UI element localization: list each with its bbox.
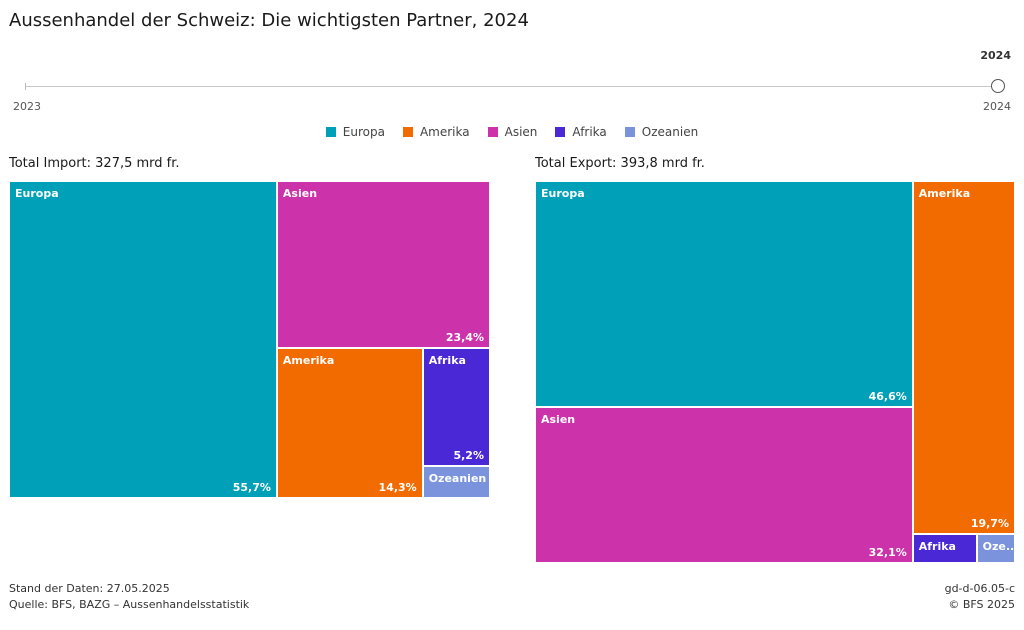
treemap-tile-value: 14,3% bbox=[378, 480, 417, 494]
treemap-tile-label: Europa bbox=[541, 187, 585, 200]
treemap-tile-value: 55,7% bbox=[232, 481, 271, 494]
footer-meta: gd-d-06.05-c © BFS 2025 bbox=[945, 581, 1015, 613]
import-treemap: Europa 55,7% Asien 23,4% Amerika 14,3% Afrika 5… bbox=[9, 181, 490, 498]
slider-max-label: 2024 bbox=[983, 100, 1011, 113]
treemap-tile-value: 46,6% bbox=[868, 390, 907, 404]
legend-swatch bbox=[402, 127, 413, 137]
treemap-tile-label: Asien bbox=[282, 187, 318, 200]
legend-item-ozeanien[interactable]: Ozeanien bbox=[624, 125, 699, 139]
treemap-tile-label: Amerika bbox=[918, 187, 971, 200]
footer-code: gd-d-06.05-c bbox=[944, 582, 1015, 595]
legend-item-asien[interactable]: Asien bbox=[487, 125, 538, 139]
slider-track[interactable] bbox=[26, 86, 992, 87]
treemap-tile-amerika[interactable]: Amerika 14,3% bbox=[276, 348, 423, 498]
treemap-tile-label: Afrika bbox=[428, 354, 466, 368]
treemap-tile-amerika[interactable]: Amerika 19,7% bbox=[912, 181, 1015, 535]
legend-label: Amerika bbox=[419, 125, 470, 139]
treemap-tile-afrika[interactable]: Afrika 5,2% bbox=[422, 348, 490, 467]
treemap-tile-asien[interactable]: Asien 23,4% bbox=[276, 181, 490, 349]
footer-source: Stand der Daten: 27.05.2025 Quelle: BFS,… bbox=[9, 581, 249, 613]
export-panel-title: Total Export: 393,8 mrd fr. bbox=[535, 156, 705, 171]
treemap-tile-europa[interactable]: Europa 55,7% bbox=[9, 181, 277, 498]
legend-item-amerika[interactable]: Amerika bbox=[402, 125, 470, 139]
treemap-tile-value: 32,1% bbox=[868, 545, 907, 559]
treemap-tile-label: Europa bbox=[15, 187, 59, 200]
treemap-tile-ozeanien[interactable]: Ozeanien bbox=[422, 466, 490, 498]
treemap-tile-ozeanien[interactable]: Oze... bbox=[976, 534, 1015, 563]
slider-handle[interactable] bbox=[991, 79, 1005, 93]
treemap-tile-label: Afrika bbox=[918, 540, 956, 554]
slider-start-tick bbox=[25, 83, 26, 90]
treemap-tile-europa[interactable]: Europa 46,6% bbox=[535, 181, 913, 408]
treemap-tile-asien[interactable]: Asien 32,1% bbox=[535, 407, 913, 563]
legend-swatch bbox=[555, 127, 566, 137]
treemap-tile-label: Amerika bbox=[282, 354, 335, 368]
treemap-tile-label: Oze... bbox=[982, 540, 1015, 554]
legend-swatch bbox=[624, 127, 635, 137]
legend-item-afrika[interactable]: Afrika bbox=[555, 125, 607, 139]
legend-label: Ozeanien bbox=[641, 125, 699, 139]
slider-selected-year: 2024 bbox=[980, 49, 1011, 62]
legend-swatch bbox=[325, 127, 336, 137]
legend-swatch bbox=[487, 127, 498, 137]
legend: Europa Amerika Asien Afrika Ozeanien bbox=[0, 125, 1024, 139]
treemap-tile-value: 5,2% bbox=[453, 449, 484, 463]
legend-item-europa[interactable]: Europa bbox=[325, 125, 385, 139]
treemap-tile-afrika[interactable]: Afrika bbox=[912, 534, 977, 563]
footer-copyright: © BFS 2025 bbox=[948, 598, 1015, 611]
treemap-tile-value: 19,7% bbox=[970, 517, 1009, 531]
footer-quelle: Quelle: BFS, BAZG – Aussenhandelsstatist… bbox=[9, 598, 250, 611]
footer-stand: Stand der Daten: 27.05.2025 bbox=[9, 582, 170, 595]
treemap-tile-value: 23,4% bbox=[445, 331, 484, 345]
treemap-tile-label: Ozeanien bbox=[428, 472, 487, 486]
import-panel-title: Total Import: 327,5 mrd fr. bbox=[9, 156, 180, 171]
legend-label: Asien bbox=[504, 125, 538, 139]
export-treemap: Europa 46,6% Asien 32,1% Amerika 19,7% Afrika O… bbox=[535, 181, 1015, 563]
slider-min-label: 2023 bbox=[13, 100, 41, 113]
chart-title: Aussenhandel der Schweiz: Die wichtigste… bbox=[9, 10, 529, 31]
treemap-tile-label: Asien bbox=[541, 413, 576, 427]
legend-label: Afrika bbox=[572, 125, 607, 139]
legend-label: Europa bbox=[342, 125, 385, 139]
